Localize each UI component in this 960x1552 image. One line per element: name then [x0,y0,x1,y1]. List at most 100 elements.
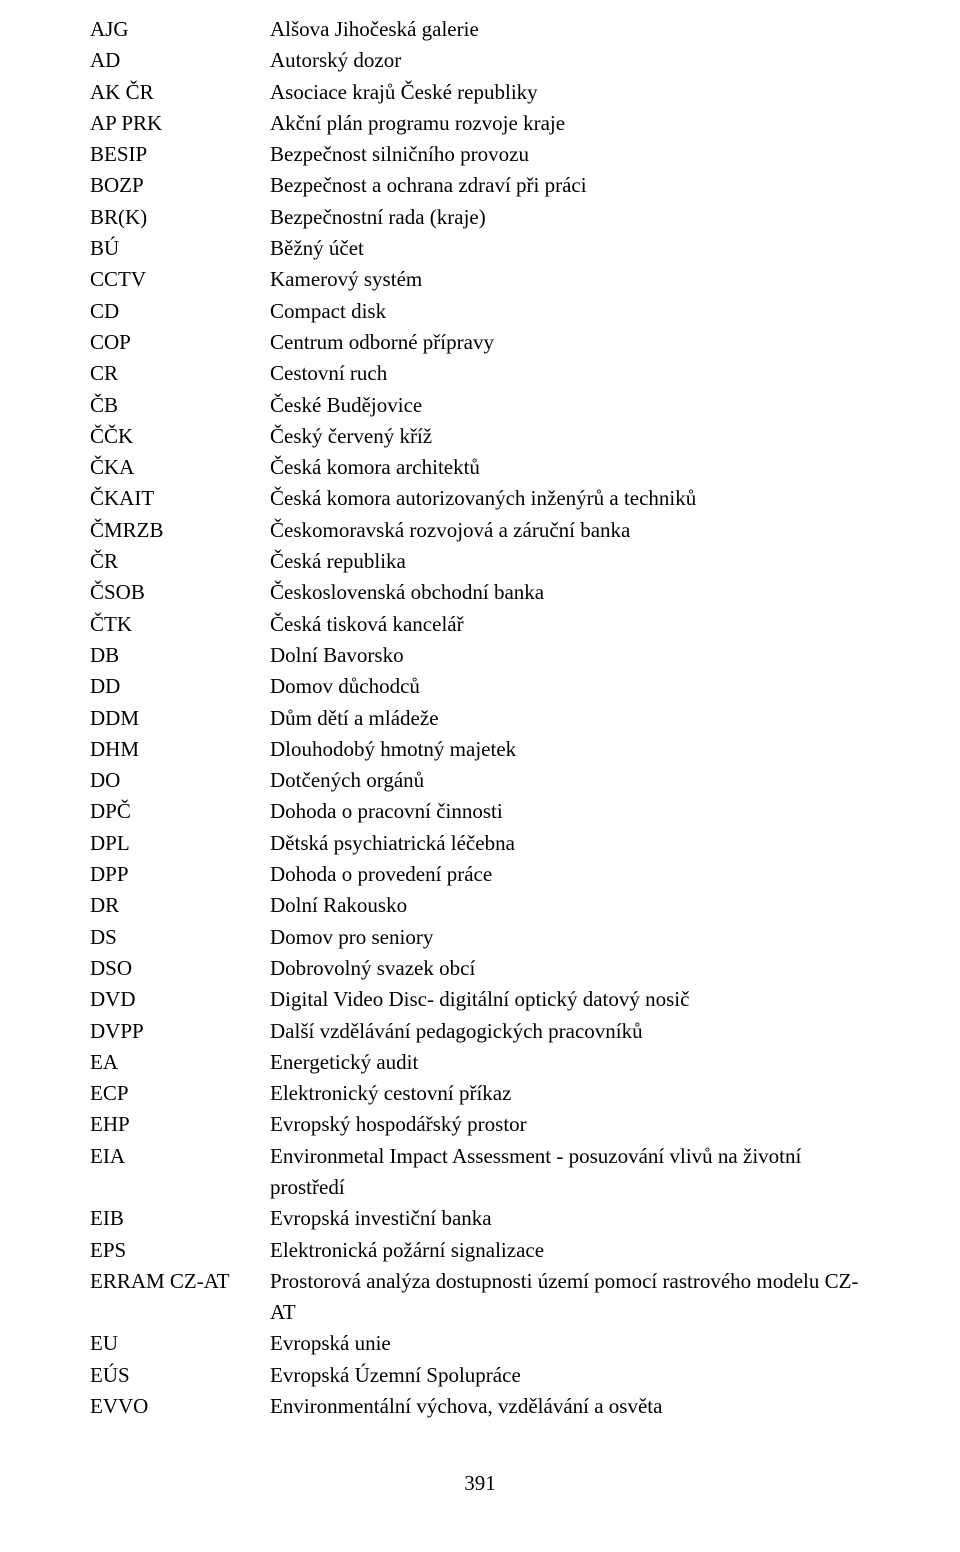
abbreviation-row: AK ČRAsociace krajů České republiky [90,77,870,108]
abbreviation-row: EIAEnvironmetal Impact Assessment - posu… [90,1141,870,1204]
abbreviation-definition: Environmentální výchova, vzdělávání a os… [270,1391,870,1422]
abbreviation-definition: Český červený kříž [270,421,870,452]
abbreviation-definition: Cestovní ruch [270,358,870,389]
abbreviation-definition: Českomoravská rozvojová a záruční banka [270,515,870,546]
abbreviation-row: DVDDigital Video Disc- digitální optický… [90,984,870,1015]
abbreviation-definition: Elektronická požární signalizace [270,1235,870,1266]
abbreviation-definition: Prostorová analýza dostupnosti území pom… [270,1266,870,1329]
abbreviation-term: AP PRK [90,108,270,139]
abbreviation-term: BESIP [90,139,270,170]
abbreviation-definition: Compact disk [270,296,870,327]
abbreviation-row: DSDomov pro seniory [90,922,870,953]
abbreviation-definition: Bezpečnostní rada (kraje) [270,202,870,233]
abbreviation-row: ADAutorský dozor [90,45,870,76]
abbreviation-term: CCTV [90,264,270,295]
abbreviation-row: ČČKČeský červený kříž [90,421,870,452]
abbreviation-term: ČR [90,546,270,577]
abbreviation-term: EA [90,1047,270,1078]
abbreviation-term: ČTK [90,609,270,640]
abbreviation-definition: Domov pro seniory [270,922,870,953]
abbreviation-term: COP [90,327,270,358]
abbreviation-term: ČB [90,390,270,421]
abbreviation-row: AP PRKAkční plán programu rozvoje kraje [90,108,870,139]
abbreviation-definition: Dolní Bavorsko [270,640,870,671]
abbreviation-row: BÚBěžný účet [90,233,870,264]
abbreviation-term: DDM [90,703,270,734]
abbreviation-term: EVVO [90,1391,270,1422]
abbreviation-definition: Československá obchodní banka [270,577,870,608]
abbreviation-term: DD [90,671,270,702]
abbreviation-term: DPČ [90,796,270,827]
abbreviation-term: AD [90,45,270,76]
abbreviation-term: EU [90,1328,270,1359]
abbreviation-list: AJGAlšova Jihočeská galerieADAutorský do… [90,14,870,1422]
abbreviation-term: DPL [90,828,270,859]
abbreviation-definition: Dlouhodobý hmotný majetek [270,734,870,765]
abbreviation-term: DVD [90,984,270,1015]
abbreviation-definition: Kamerový systém [270,264,870,295]
abbreviation-row: DPČDohoda o pracovní činnosti [90,796,870,827]
abbreviation-row: ČRČeská republika [90,546,870,577]
abbreviation-row: ČSOBČeskoslovenská obchodní banka [90,577,870,608]
abbreviation-definition: Dotčených orgánů [270,765,870,796]
abbreviation-row: CCTVKamerový systém [90,264,870,295]
abbreviation-row: ČBČeské Budějovice [90,390,870,421]
abbreviation-term: ČČK [90,421,270,452]
abbreviation-term: EIB [90,1203,270,1234]
abbreviation-term: CR [90,358,270,389]
document-page: AJGAlšova Jihočeská galerieADAutorský do… [0,0,960,1552]
abbreviation-row: ČKAČeská komora architektů [90,452,870,483]
abbreviation-definition: Asociace krajů České republiky [270,77,870,108]
abbreviation-row: COPCentrum odborné přípravy [90,327,870,358]
abbreviation-definition: Další vzdělávání pedagogických pracovník… [270,1016,870,1047]
abbreviation-term: ČKA [90,452,270,483]
abbreviation-definition: České Budějovice [270,390,870,421]
abbreviation-definition: Elektronický cestovní příkaz [270,1078,870,1109]
abbreviation-row: ČTKČeská tisková kancelář [90,609,870,640]
abbreviation-row: ČMRZBČeskomoravská rozvojová a záruční b… [90,515,870,546]
abbreviation-row: DRDolní Rakousko [90,890,870,921]
abbreviation-definition: Evropská Územní Spolupráce [270,1360,870,1391]
abbreviation-definition: Environmetal Impact Assessment - posuzov… [270,1141,870,1204]
abbreviation-definition: Dohoda o provedení práce [270,859,870,890]
abbreviation-term: DB [90,640,270,671]
abbreviation-row: ERRAM CZ-ATProstorová analýza dostupnost… [90,1266,870,1329]
abbreviation-definition: Digital Video Disc- digitální optický da… [270,984,870,1015]
abbreviation-term: BOZP [90,170,270,201]
abbreviation-definition: Česká republika [270,546,870,577]
abbreviation-row: BOZPBezpečnost a ochrana zdraví při prác… [90,170,870,201]
abbreviation-row: BR(K)Bezpečnostní rada (kraje) [90,202,870,233]
abbreviation-term: ČSOB [90,577,270,608]
abbreviation-definition: Dohoda o pracovní činnosti [270,796,870,827]
abbreviation-definition: Bezpečnost silničního provozu [270,139,870,170]
abbreviation-row: CDCompact disk [90,296,870,327]
abbreviation-definition: Dolní Rakousko [270,890,870,921]
abbreviation-definition: Energetický audit [270,1047,870,1078]
abbreviation-row: DVPPDalší vzdělávání pedagogických praco… [90,1016,870,1047]
abbreviation-definition: Dětská psychiatrická léčebna [270,828,870,859]
abbreviation-row: EPSElektronická požární signalizace [90,1235,870,1266]
abbreviation-row: DSODobrovolný svazek obcí [90,953,870,984]
abbreviation-definition: Česká komora architektů [270,452,870,483]
abbreviation-term: AJG [90,14,270,45]
abbreviation-definition: Akční plán programu rozvoje kraje [270,108,870,139]
abbreviation-row: EHPEvropský hospodářský prostor [90,1109,870,1140]
abbreviation-row: EUEvropská unie [90,1328,870,1359]
abbreviation-definition: Evropský hospodářský prostor [270,1109,870,1140]
abbreviation-definition: Dobrovolný svazek obcí [270,953,870,984]
abbreviation-term: AK ČR [90,77,270,108]
abbreviation-term: ECP [90,1078,270,1109]
abbreviation-definition: Česká tisková kancelář [270,609,870,640]
abbreviation-row: DPLDětská psychiatrická léčebna [90,828,870,859]
abbreviation-term: DO [90,765,270,796]
abbreviation-term: EHP [90,1109,270,1140]
abbreviation-row: ECPElektronický cestovní příkaz [90,1078,870,1109]
abbreviation-term: BÚ [90,233,270,264]
abbreviation-definition: Alšova Jihočeská galerie [270,14,870,45]
abbreviation-definition: Domov důchodců [270,671,870,702]
abbreviation-row: DDDomov důchodců [90,671,870,702]
abbreviation-term: ERRAM CZ-AT [90,1266,270,1297]
abbreviation-term: DPP [90,859,270,890]
abbreviation-definition: Běžný účet [270,233,870,264]
abbreviation-definition: Evropská investiční banka [270,1203,870,1234]
